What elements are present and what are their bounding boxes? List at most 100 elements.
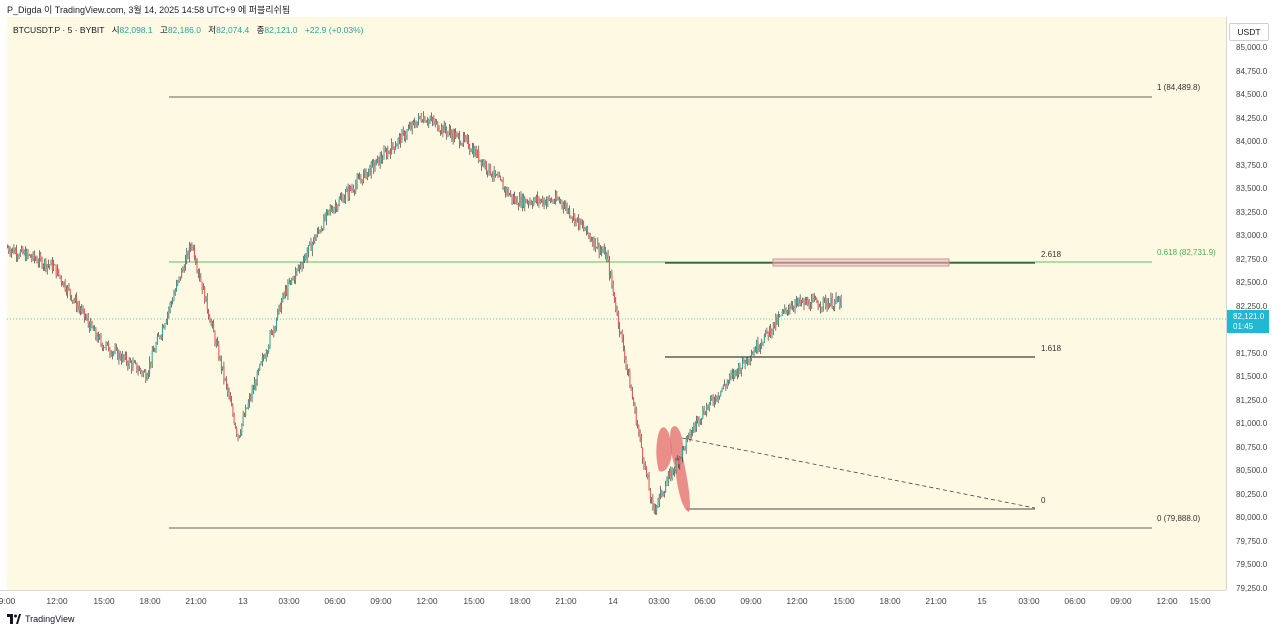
candle-body <box>607 254 609 260</box>
candle-body <box>679 457 681 465</box>
candle-body <box>799 298 801 304</box>
candle-body <box>583 225 585 230</box>
candle-body <box>748 359 750 362</box>
candle-body <box>172 300 174 302</box>
candle-body <box>780 315 782 317</box>
candle-body <box>815 298 817 300</box>
candle-body <box>380 156 382 160</box>
time-axis[interactable]: 9:00 12:00 15:00 18:00 21:00 13 03:00 06:00 09:0… <box>0 590 1226 611</box>
candle-body <box>257 369 259 372</box>
target-zone-box <box>772 258 950 267</box>
candle-body <box>164 323 166 329</box>
candle-body <box>24 251 26 260</box>
candle-body <box>730 374 732 376</box>
candle-body <box>485 163 487 171</box>
candle-body <box>580 219 582 225</box>
ext-label-0: 0 <box>1041 496 1046 505</box>
candle-body <box>151 350 153 364</box>
low-label: 저 <box>208 25 217 35</box>
candle-body <box>184 259 186 271</box>
candle-body <box>65 289 67 293</box>
candle-body <box>444 124 446 131</box>
candle-body <box>319 230 321 232</box>
candle-body <box>597 243 599 248</box>
candle-body <box>812 298 814 300</box>
candle-body <box>519 196 521 207</box>
candle-body <box>775 317 777 327</box>
candle-body <box>424 116 426 123</box>
candle-body <box>821 306 823 309</box>
candle-body <box>651 498 653 500</box>
candle-body <box>567 208 569 212</box>
candle-body <box>118 352 120 360</box>
candle-body <box>397 138 399 145</box>
candle-body <box>434 121 436 124</box>
candle-body <box>653 506 655 509</box>
candle-body <box>213 323 215 333</box>
candle-body <box>325 211 327 220</box>
candle-body <box>177 280 179 284</box>
price-chart[interactable] <box>7 17 1226 590</box>
currency-button[interactable]: USDT <box>1229 23 1269 41</box>
candle-body <box>74 297 76 301</box>
candle-body <box>464 135 466 140</box>
candle-body <box>786 310 788 313</box>
candle-body <box>174 290 176 295</box>
candle-body <box>626 364 628 371</box>
candle-body <box>789 308 791 310</box>
candle-body <box>265 353 267 359</box>
candle-body <box>288 282 290 284</box>
open-value: 82,098.1 <box>119 25 153 35</box>
price-tick-label: 84,000.0 <box>1236 137 1268 146</box>
candle-body <box>549 199 551 202</box>
candle-body <box>374 165 376 169</box>
candle-body <box>154 351 156 352</box>
chart-pane[interactable]: BTCUSDT.P · 5 · BYBIT 시82,098.1 고82,186.… <box>7 17 1226 590</box>
candle-body <box>791 305 793 308</box>
candle-body <box>149 361 151 372</box>
candle-body <box>629 371 631 388</box>
ext-label-1618: 1.618 <box>1041 344 1062 353</box>
candle-body <box>231 401 233 406</box>
candle-body <box>279 305 281 312</box>
candle-body <box>489 164 491 175</box>
candle-body <box>356 177 358 185</box>
candle-body <box>196 263 198 271</box>
candle-body <box>272 330 274 335</box>
candle-body <box>378 156 380 165</box>
candle-body <box>332 210 334 212</box>
candle-body <box>41 258 43 268</box>
candle-body <box>622 338 624 350</box>
candle-body <box>456 133 458 135</box>
candle-body <box>829 303 831 308</box>
candle-body <box>839 298 841 307</box>
candle-body <box>633 398 635 406</box>
price-axis[interactable]: 85,000.0 84,750.0 84,500.0 84,250.0 84,000.0… <box>1226 17 1280 593</box>
candle-body <box>652 498 654 507</box>
candle-body <box>124 354 126 359</box>
candle-body <box>660 490 662 495</box>
candle-body <box>794 303 796 309</box>
candle-body <box>233 414 235 424</box>
time-tick-label: 18:00 <box>139 596 161 606</box>
candle-body <box>160 335 162 338</box>
candle-body <box>621 331 623 339</box>
candle-body <box>71 295 73 301</box>
candle-body <box>836 296 838 302</box>
candle-body <box>133 362 135 364</box>
candle-body <box>398 136 400 139</box>
candle-body <box>58 269 60 275</box>
candle-body <box>129 359 131 363</box>
candle-body <box>266 351 268 354</box>
candle-body <box>215 341 217 344</box>
candle-body <box>704 413 706 415</box>
low-value: 82,074.4 <box>216 25 250 35</box>
price-tick-label: 82,250.0 <box>1236 301 1268 311</box>
candle-body <box>678 459 680 465</box>
time-tick-label: 21:00 <box>555 596 577 606</box>
candle-body <box>450 129 452 134</box>
candle-body <box>254 382 256 390</box>
candle-body <box>702 409 704 418</box>
price-tick-label: 84,750.0 <box>1236 66 1268 76</box>
candle-body <box>158 335 160 337</box>
